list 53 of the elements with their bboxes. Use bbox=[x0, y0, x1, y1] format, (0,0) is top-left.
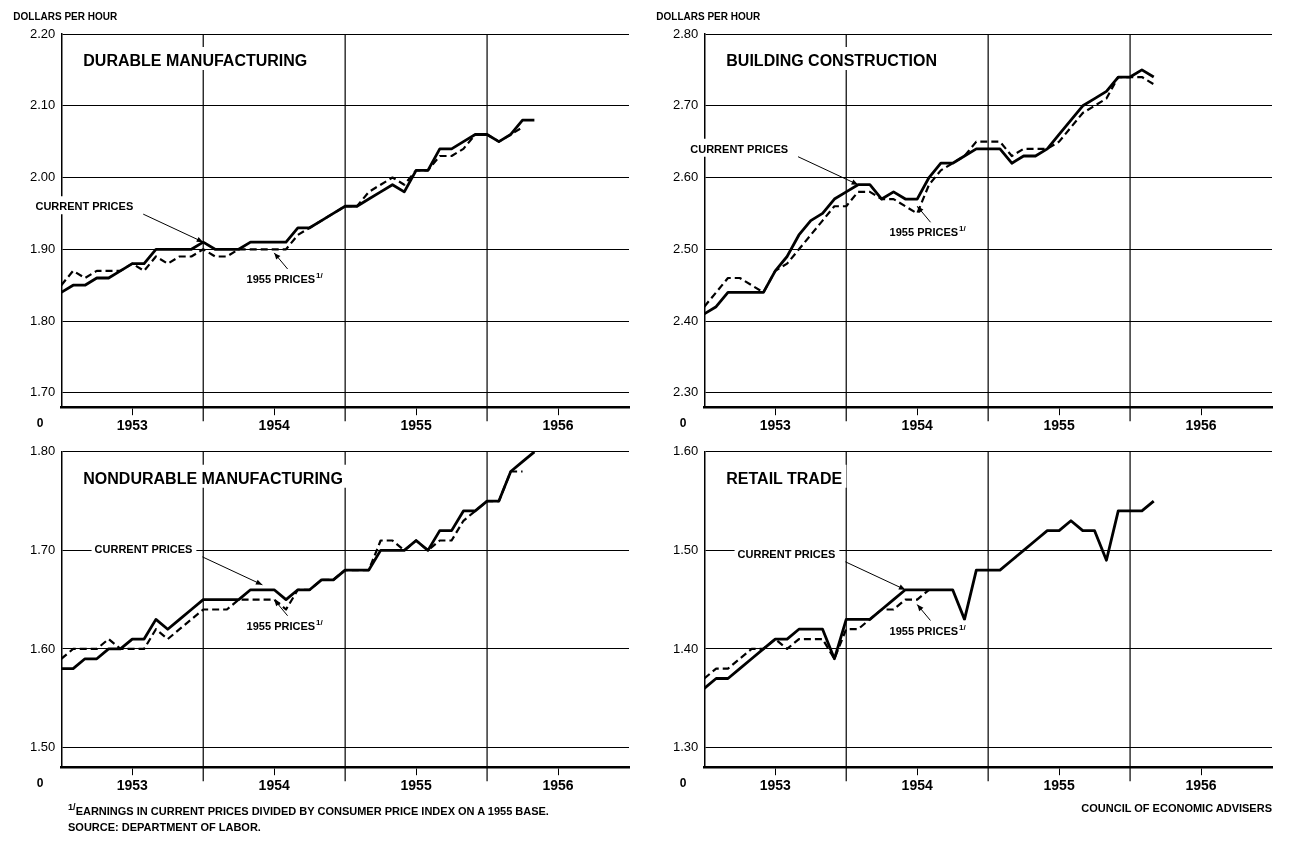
y-tick-label: 2.30 bbox=[672, 384, 699, 400]
text: BUILDING CONSTRUCTION bbox=[726, 52, 937, 69]
annotation: CURRENT PRICES bbox=[690, 142, 789, 155]
y-tick-label: 1.90 bbox=[29, 240, 56, 256]
x-tick-label: 1954 bbox=[901, 777, 933, 794]
y-tick-label: 1.50 bbox=[29, 739, 56, 755]
x-tick-label: 1956 bbox=[1185, 777, 1217, 794]
text: $^{1/}$EARNINGS IN CURRENT PRICES DIVIDED BY CONSUMER PRICE INDEX ON A 1955 BASE. bbox=[67, 802, 550, 817]
annotation: CURRENT PRICES bbox=[94, 542, 193, 555]
x-tick-label: 1956 bbox=[542, 417, 574, 434]
text: RETAIL TRADE bbox=[726, 469, 843, 487]
text: 0 bbox=[36, 776, 44, 791]
x-tick-label: 1955 bbox=[1043, 777, 1075, 794]
x-tick-label: 1956 bbox=[1185, 417, 1217, 434]
text: 0 bbox=[679, 776, 687, 791]
annotation: CURRENT PRICES bbox=[737, 547, 836, 560]
y-tick-label: 2.60 bbox=[672, 169, 699, 185]
text: NONDURABLE MANUFACTURING bbox=[83, 469, 343, 487]
x-tick-label: 1954 bbox=[258, 777, 290, 794]
y-tick-label: 1.80 bbox=[29, 312, 56, 328]
text: 0 bbox=[679, 416, 687, 431]
y-tick-label: 1.80 bbox=[29, 443, 56, 459]
x-tick-label: 1954 bbox=[901, 417, 933, 434]
x-tick-label: 1955 bbox=[400, 777, 432, 794]
y-tick-label: 1.60 bbox=[29, 640, 56, 656]
text: DURABLE MANUFACTURING bbox=[83, 52, 308, 69]
y-tick-label: 2.00 bbox=[29, 169, 56, 185]
source-note: SOURCE: DEPARTMENT OF LABOR. bbox=[67, 820, 262, 833]
text: COUNCIL OF ECONOMIC ADVISERS bbox=[1080, 802, 1273, 814]
x-tick-label: 1953 bbox=[759, 777, 792, 794]
x-tick-label: 1953 bbox=[759, 417, 792, 434]
x-tick-label: 1955 bbox=[400, 417, 432, 434]
y-tick-label: 1.40 bbox=[672, 640, 699, 656]
y-tick-label: 1.70 bbox=[29, 541, 56, 557]
x-tick-label: 1956 bbox=[542, 777, 574, 794]
y-tick-label: 2.80 bbox=[672, 25, 699, 41]
annotation: CURRENT PRICES bbox=[35, 200, 134, 213]
x-tick-label: 1953 bbox=[116, 417, 149, 434]
y-axis-title: DOLLARS PER HOUR bbox=[656, 11, 761, 22]
y-tick-label: 2.20 bbox=[29, 25, 56, 41]
y-tick-label: 2.70 bbox=[672, 97, 699, 113]
text: 0 bbox=[36, 416, 44, 431]
y-tick-label: 2.10 bbox=[29, 97, 56, 113]
x-tick-label: 1953 bbox=[116, 777, 149, 794]
y-tick-label: 1.30 bbox=[672, 739, 699, 755]
y-axis-title: DOLLARS PER HOUR bbox=[13, 11, 118, 22]
x-tick-label: 1955 bbox=[1043, 417, 1075, 434]
y-tick-label: 2.50 bbox=[672, 240, 699, 256]
x-tick-label: 1954 bbox=[258, 417, 290, 434]
y-tick-label: 1.60 bbox=[672, 443, 699, 459]
y-tick-label: 1.50 bbox=[672, 541, 699, 557]
y-tick-label: 2.40 bbox=[672, 312, 699, 328]
y-tick-label: 1.70 bbox=[29, 384, 56, 400]
